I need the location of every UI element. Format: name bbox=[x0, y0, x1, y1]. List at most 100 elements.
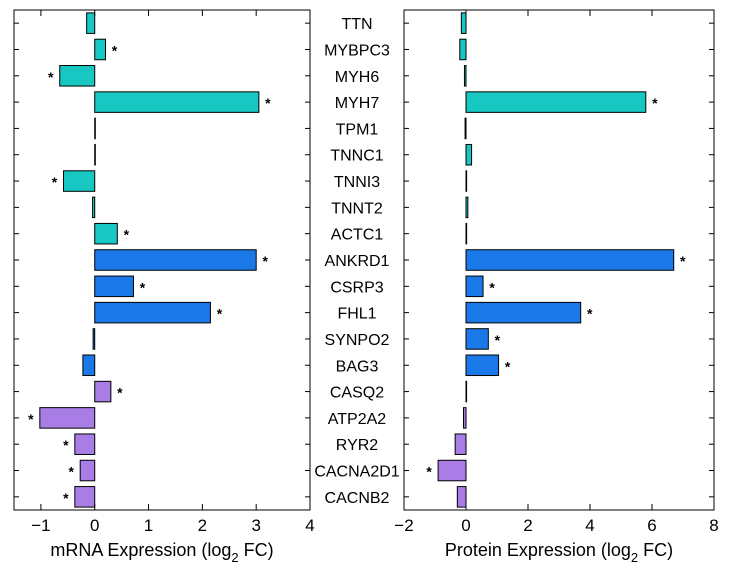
protein-xtick-label: −2 bbox=[394, 516, 413, 535]
mrna-significance-star: * bbox=[140, 279, 146, 295]
protein-bar-mybpc3 bbox=[459, 38, 467, 61]
mrna-xtick-label: −1 bbox=[31, 516, 50, 535]
protein-bar-atp2a2 bbox=[463, 407, 467, 429]
gene-label-tnni3: TNNI3 bbox=[334, 174, 380, 191]
protein-bar-myh6 bbox=[463, 65, 467, 87]
mrna-bar-cacna2d1 bbox=[79, 459, 96, 482]
mrna-x-axis-title-text: mRNA Expression (log bbox=[50, 540, 231, 560]
protein-bar-myh7 bbox=[465, 91, 647, 113]
mrna-bar-tnni3 bbox=[63, 170, 96, 192]
protein-bar-ryr2 bbox=[454, 433, 467, 455]
protein-bar-cacnb2 bbox=[456, 486, 467, 508]
protein-bar-bag3 bbox=[465, 354, 500, 377]
mrna-bar-csrp3 bbox=[94, 275, 134, 298]
mrna-bar-synpo2 bbox=[92, 328, 96, 350]
mrna-x-axis-title: mRNA Expression (log2 FC) bbox=[50, 540, 273, 565]
mrna-x-axis-title-suffix: FC) bbox=[239, 540, 274, 560]
mrna-bar-cacnb2 bbox=[74, 486, 96, 508]
mrna-xtick-label: 0 bbox=[90, 516, 99, 535]
mrna-bar-casq2 bbox=[94, 380, 112, 403]
gene-label-bag3: BAG3 bbox=[336, 358, 379, 375]
mrna-significance-star: * bbox=[117, 385, 123, 401]
mrna-significance-star: * bbox=[48, 69, 54, 85]
gene-label-ttn: TTN bbox=[341, 16, 372, 33]
gene-label-tnnc1: TNNC1 bbox=[330, 148, 383, 165]
mrna-bar-actc1 bbox=[94, 222, 118, 245]
protein-bar-tnnc1 bbox=[465, 143, 473, 166]
mrna-significance-star: * bbox=[63, 490, 69, 506]
protein-bar-synpo2 bbox=[465, 328, 489, 350]
gene-label-ryr2: RYR2 bbox=[336, 437, 378, 454]
gene-label-tpm1: TPM1 bbox=[336, 121, 379, 138]
mrna-bar-mybpc3 bbox=[94, 38, 106, 61]
mrna-significance-star: * bbox=[217, 306, 223, 322]
protein-bar-actc1 bbox=[465, 222, 468, 245]
protein-xtick-label: 0 bbox=[461, 516, 470, 535]
mrna-bar-ttn bbox=[86, 12, 96, 34]
mrna-bar-myh7 bbox=[94, 91, 260, 113]
mrna-xtick-label: 1 bbox=[144, 516, 153, 535]
mrna-xtick-label: 2 bbox=[198, 516, 207, 535]
mrna-xtick-label: 4 bbox=[305, 516, 314, 535]
protein-x-axis-title: Protein Expression (log2 FC) bbox=[445, 540, 673, 565]
gene-label-atp2a2: ATP2A2 bbox=[328, 411, 387, 428]
protein-xtick-label: 8 bbox=[709, 516, 718, 535]
protein-bar-cacna2d1 bbox=[437, 459, 467, 482]
protein-bar-tnni3 bbox=[465, 170, 468, 192]
mrna-significance-star: * bbox=[63, 437, 69, 453]
mrna-x-axis-title-subscript: 2 bbox=[231, 550, 238, 565]
mrna-significance-star: * bbox=[68, 464, 74, 480]
gene-label-myh6: MYH6 bbox=[335, 69, 380, 86]
mrna-bar-myh6 bbox=[59, 65, 96, 87]
mrna-bar-atp2a2 bbox=[39, 407, 96, 429]
protein-bar-ankrd1 bbox=[465, 249, 675, 271]
gene-label-ankrd1: ANKRD1 bbox=[325, 253, 390, 270]
mrna-bar-ankrd1 bbox=[94, 249, 257, 271]
protein-significance-star: * bbox=[587, 306, 593, 322]
gene-label-tnnt2: TNNT2 bbox=[331, 200, 383, 217]
mrna-bar-bag3 bbox=[82, 354, 96, 377]
protein-bar-tpm1 bbox=[464, 117, 467, 140]
gene-label-actc1: ACTC1 bbox=[331, 227, 384, 244]
gene-label-cacna2d1: CACNA2D1 bbox=[314, 464, 399, 481]
mrna-significance-star: * bbox=[52, 174, 58, 190]
gene-label-casq2: CASQ2 bbox=[330, 385, 384, 402]
mrna-xtick-label: 3 bbox=[251, 516, 260, 535]
gene-label-cacnb2: CACNB2 bbox=[325, 490, 390, 507]
mrna-significance-star: * bbox=[265, 95, 271, 111]
protein-x-axis-title-suffix: FC) bbox=[638, 540, 673, 560]
gene-label-mybpc3: MYBPC3 bbox=[324, 42, 390, 59]
protein-xtick-label: 2 bbox=[523, 516, 532, 535]
gene-label-fhl1: FHL1 bbox=[337, 306, 376, 323]
mrna-significance-star: * bbox=[262, 253, 268, 269]
mrna-bar-tnnt2 bbox=[92, 196, 96, 219]
protein-significance-star: * bbox=[426, 464, 432, 480]
protein-significance-star: * bbox=[495, 332, 501, 348]
protein-significance-star: * bbox=[652, 95, 658, 111]
protein-xtick-label: 4 bbox=[585, 516, 594, 535]
protein-bar-tnnt2 bbox=[465, 196, 469, 219]
mrna-bar-tnnc1 bbox=[94, 143, 96, 166]
gene-label-myh7: MYH7 bbox=[335, 95, 380, 112]
protein-bar-ttn bbox=[460, 12, 467, 34]
protein-significance-star: * bbox=[489, 279, 495, 295]
protein-bar-casq2 bbox=[465, 380, 468, 403]
mrna-bar-ryr2 bbox=[74, 433, 96, 455]
protein-x-axis-title-text: Protein Expression (log bbox=[445, 540, 631, 560]
mrna-bar-tpm1 bbox=[94, 117, 96, 140]
protein-significance-star: * bbox=[680, 253, 686, 269]
protein-significance-star: * bbox=[505, 358, 511, 374]
protein-xtick-label: 6 bbox=[647, 516, 656, 535]
protein-x-axis-title-subscript: 2 bbox=[631, 550, 638, 565]
mrna-bar-fhl1 bbox=[94, 301, 211, 324]
mrna-significance-star: * bbox=[28, 411, 34, 427]
protein-bar-csrp3 bbox=[465, 275, 484, 298]
mrna-significance-star: * bbox=[112, 42, 118, 58]
gene-labels: TTN MYBPC3 MYH6 MYH7 TPM1 TNNC1 TNNI3 TNNT2 ACTC… bbox=[314, 16, 399, 507]
gene-label-synpo2: SYNPO2 bbox=[325, 332, 390, 349]
gene-label-csrp3: CSRP3 bbox=[330, 279, 383, 296]
